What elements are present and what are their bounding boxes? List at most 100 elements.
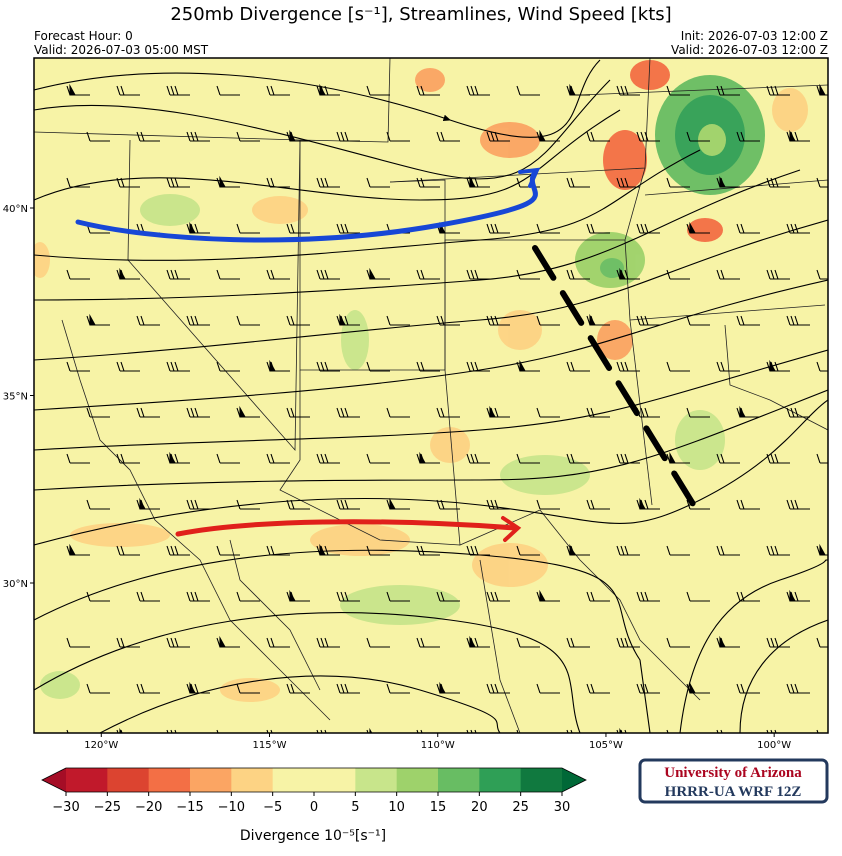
wind-barb	[116, 85, 140, 96]
wind-flag	[669, 451, 676, 464]
colorbar-tick-label: 10	[388, 800, 405, 815]
wind-barb	[216, 85, 240, 96]
wind-barb	[686, 499, 710, 510]
colorbar-tick-label: 15	[430, 800, 447, 815]
wind-barb	[186, 131, 210, 142]
wind-barb	[166, 361, 190, 372]
wind-barb	[286, 223, 310, 234]
wind-barb	[786, 315, 810, 326]
wind-barb	[466, 177, 490, 188]
wind-barb	[586, 407, 610, 418]
wind-flag	[819, 83, 826, 96]
wind-barb	[66, 361, 90, 372]
wind-barb	[486, 315, 510, 326]
wind-barb	[516, 85, 540, 96]
wind-barb	[516, 545, 540, 556]
wind-barb	[186, 223, 210, 234]
wind-flag	[539, 129, 546, 142]
colorbar-extend-low	[42, 768, 66, 792]
wind-barb	[766, 545, 790, 556]
wind-barb	[416, 361, 440, 372]
wind-barb	[636, 499, 660, 510]
wind-flag	[819, 543, 826, 556]
wind-barb	[586, 131, 610, 142]
wind-barb	[516, 637, 540, 648]
wind-barb	[686, 315, 710, 326]
wind-barb	[716, 545, 740, 556]
colorbar-tick-label: 20	[471, 800, 488, 815]
wind-barb	[436, 499, 460, 510]
wind-flag	[569, 543, 576, 556]
wind-barb	[766, 637, 790, 648]
wind-barb	[166, 269, 190, 280]
wind-barb	[336, 407, 360, 418]
wind-flag	[189, 681, 196, 694]
wind-barb	[816, 637, 828, 648]
wind-barb	[336, 131, 360, 142]
wind-barb	[136, 131, 160, 142]
wind-barb	[736, 683, 760, 694]
colorbar-segment	[272, 768, 315, 792]
wind-barb	[736, 131, 760, 142]
wind-barb	[66, 729, 69, 733]
colorbar-segment	[190, 768, 232, 792]
wind-barb	[366, 361, 390, 372]
wind-barb	[386, 315, 410, 326]
logo-line1: University of Arizona	[664, 765, 802, 781]
colorbar-segment	[438, 768, 480, 792]
wind-barb	[466, 637, 490, 648]
wind-barbs	[66, 83, 842, 733]
wind-flag	[719, 635, 726, 648]
wind-barb	[566, 637, 590, 648]
wind-barb	[586, 223, 610, 234]
colorbar-tick-label: 30	[554, 800, 571, 815]
wind-barb	[336, 683, 360, 694]
wind-barb	[666, 269, 690, 280]
wind-barb	[736, 315, 760, 326]
wind-flag	[619, 267, 626, 280]
wind-flag	[489, 405, 496, 418]
wind-barb	[616, 177, 640, 188]
wind-barb	[216, 729, 219, 733]
wind-barb	[766, 361, 790, 372]
wind-barb	[86, 591, 110, 602]
wind-flag	[169, 451, 176, 464]
wind-barb	[186, 683, 210, 694]
wind-barb	[536, 407, 560, 418]
wind-barb	[816, 269, 828, 280]
wind-flag	[219, 175, 226, 188]
wind-barb	[366, 545, 390, 556]
wind-flag	[69, 543, 76, 556]
colorbar-segment	[231, 768, 274, 792]
wind-barb	[86, 131, 110, 142]
colorbar-segment	[355, 768, 398, 792]
lat-tick-label: 40°N	[3, 204, 28, 215]
wind-barb	[837, 316, 842, 325]
colorbar-segment	[520, 768, 563, 792]
colorbar-tick-label: 5	[351, 800, 359, 815]
wind-flag	[369, 267, 376, 280]
wind-barb	[236, 683, 260, 694]
wind-barb	[216, 269, 240, 280]
wind-barb	[86, 683, 110, 694]
wind-barb	[336, 499, 360, 510]
wind-barb	[566, 453, 590, 464]
wind-barb	[666, 361, 690, 372]
wind-barb	[616, 361, 640, 372]
wind-barb	[186, 407, 210, 418]
wind-flag	[739, 405, 746, 418]
wind-barb	[66, 637, 90, 648]
logo-box	[638, 758, 829, 804]
wind-flag	[539, 589, 546, 602]
wind-barb	[636, 131, 660, 142]
wind-flag	[419, 451, 426, 464]
wind-barb	[366, 85, 390, 96]
wind-barb	[636, 315, 660, 326]
wind-barb	[416, 729, 423, 733]
wind-flag	[469, 175, 476, 188]
wind-barb	[536, 315, 560, 326]
streamlines	[34, 59, 828, 733]
wind-barb	[766, 177, 790, 188]
wind-barb	[466, 269, 490, 280]
wind-barb	[837, 500, 842, 509]
